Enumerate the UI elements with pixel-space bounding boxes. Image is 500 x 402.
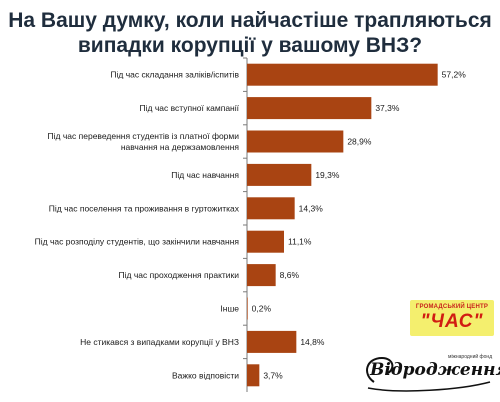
bar-value-label-2: 28,9% [347, 137, 372, 147]
vidrodzhennia-logo-wordmark: Відродження [370, 360, 500, 380]
bar-2 [247, 130, 344, 153]
category-label-8: Не стикався з випадками корупції у ВНЗ [80, 337, 239, 347]
chas-logo-wordmark: "ЧАС" [420, 311, 484, 332]
bar-7 [247, 297, 248, 320]
category-label-9: Важко відповісти [172, 370, 239, 380]
category-label-5: Під час розподілу студентів, що закінчил… [35, 237, 240, 247]
category-label-3: Під час навчання [171, 170, 239, 180]
bar-8 [247, 330, 297, 353]
category-label-2-line-1: навчання на держзамовлення [121, 142, 240, 152]
bar-3 [247, 163, 312, 186]
bar-value-label-6: 8,6% [280, 270, 300, 280]
chart-title-line-2: випадки корупції у вашому ВНЗ? [77, 34, 423, 57]
bar-value-label-7: 0,2% [252, 304, 272, 314]
bar-value-label-0: 57,2% [442, 70, 467, 80]
category-label-7: Інше [220, 304, 239, 314]
bar-5 [247, 230, 284, 253]
bar-value-label-3: 19,3% [315, 170, 340, 180]
chas-logo-caption: ГРОМАДСЬКИЙ ЦЕНТР [415, 304, 489, 310]
bar-value-label-5: 11,1% [288, 237, 312, 247]
bar-1 [247, 97, 372, 120]
bar-value-label-8: 14,8% [300, 337, 325, 347]
bar-0 [247, 63, 438, 86]
category-label-0: Під час складання заліків/іспитів [110, 70, 239, 80]
hromadskyi-tsentr-chas-logo: ГРОМАДСЬКИЙ ЦЕНТР "ЧАС" [410, 300, 494, 336]
bar-value-label-4: 14,3% [299, 203, 324, 213]
bar-4 [247, 197, 295, 220]
category-label-6: Під час проходження практики [119, 270, 240, 280]
bar-9 [247, 364, 260, 387]
bar-value-label-9: 3,7% [263, 370, 283, 380]
vidrodzhennia-swirl-icon [366, 356, 491, 392]
vidrodzhennia-logo-caption: міжнародний фонд [448, 354, 493, 360]
chart-title-line-1: На Вашу думку, коли найчастіше трапляють… [8, 9, 492, 32]
bar-6 [247, 264, 276, 287]
bar-value-label-1: 37,3% [375, 103, 400, 113]
category-label-2-line-0: Під час переведення студентів із платної… [48, 131, 240, 141]
category-label-4: Під час поселення та проживання в гуртож… [49, 203, 240, 213]
chart-title: На Вашу думку, коли найчастіше трапляють… [0, 8, 500, 58]
category-label-1: Під час вступної кампанії [140, 103, 240, 113]
vidrodzhennia-logo: міжнародний фонд Відродження [360, 352, 500, 396]
